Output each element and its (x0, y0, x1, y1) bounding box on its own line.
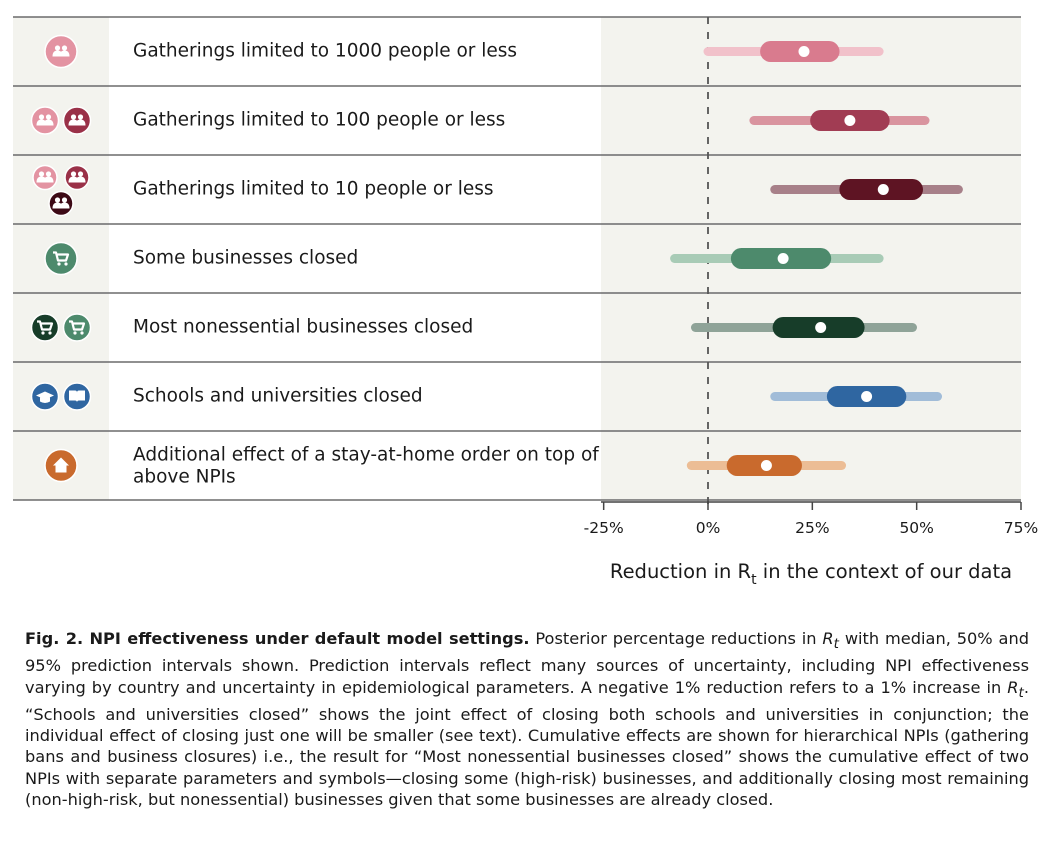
x-tick-label: 50% (899, 519, 933, 537)
person-head (61, 45, 68, 51)
shopping-cart-icon (62, 313, 92, 342)
shopping-cart-icon (44, 241, 78, 276)
icon-circle (30, 313, 60, 342)
caption-rt-1: Rt (822, 629, 839, 653)
chart-svg: Gatherings limited to 1000 people or les… (13, 16, 1038, 588)
people-icon (30, 106, 60, 135)
x-tick-label: 0% (696, 519, 721, 537)
icon-circle (44, 241, 78, 276)
row-label: Gatherings limited to 10 people or less (133, 179, 494, 200)
caption-text-3: . “Schools and universities closed” show… (25, 677, 1029, 809)
npi-row: Most nonessential businesses closed (133, 317, 917, 338)
caption-text-2: with median, 50% and 95% prediction inte… (25, 629, 1030, 697)
person-body (75, 176, 86, 183)
cart-wheel (41, 331, 45, 335)
house-icon (44, 448, 78, 483)
person-head (77, 114, 84, 120)
figure-caption: Fig. 2. NPI effectiveness under default … (25, 628, 1029, 810)
people-icon (32, 164, 58, 191)
median-point (760, 460, 772, 471)
icon-circle (48, 190, 74, 217)
person-head (61, 197, 68, 203)
icon-circle (62, 106, 92, 135)
book-page (69, 390, 77, 403)
person-head (45, 171, 52, 177)
people-icon (48, 190, 74, 217)
person-body (59, 202, 70, 209)
x-tick-label: -25% (584, 519, 624, 537)
caption-text-1: Posterior percentage reductions in (529, 629, 823, 648)
row-label: Most nonessential businesses closed (133, 317, 473, 338)
person-head (54, 45, 61, 51)
npi-row: Additional effect of a stay-at-home orde… (133, 445, 847, 488)
cart-wheel (57, 262, 61, 266)
cart-basket (37, 320, 54, 331)
row-label: Some businesses closed (133, 248, 358, 269)
row-label: Gatherings limited to 1000 people or les… (133, 41, 517, 62)
person-head (77, 171, 84, 177)
person-body (43, 176, 54, 183)
npi-row: Gatherings limited to 1000 people or les… (133, 41, 884, 62)
person-head (54, 197, 61, 203)
cart-basket (69, 320, 86, 331)
person-body (75, 119, 86, 126)
median-point (798, 46, 810, 57)
x-tick-label: 75% (1004, 519, 1038, 537)
median-point (815, 322, 827, 333)
person-head (45, 114, 52, 120)
cart-wheel (80, 331, 84, 335)
book-page (77, 390, 85, 403)
cart-wheel (73, 331, 77, 335)
row-label: Schools and universities closed (133, 386, 423, 407)
people-icon (44, 34, 78, 69)
shopping-cart-icon (30, 313, 60, 342)
icon-circle (62, 313, 92, 342)
npi-row: Some businesses closed (133, 248, 884, 269)
cap-base (40, 397, 50, 403)
person-head (70, 114, 77, 120)
median-point (844, 115, 856, 126)
caption-title: Fig. 2. NPI effectiveness under default … (25, 629, 530, 648)
npi-row: Schools and universities closed (133, 386, 943, 407)
cart-wheel (48, 331, 52, 335)
median-point (861, 391, 873, 402)
icon-circle (30, 106, 60, 135)
book-icon (62, 382, 92, 411)
npi-forest-chart: Gatherings limited to 1000 people or les… (13, 16, 1038, 588)
person-head (38, 114, 45, 120)
row-label: Additional effect of a stay-at-home orde… (133, 445, 599, 488)
median-point (777, 253, 789, 264)
person-body (59, 50, 70, 57)
npi-row: Gatherings limited to 10 people or less (133, 179, 963, 200)
icon-circle (32, 164, 58, 191)
house-shape (53, 457, 69, 473)
icon-circle (64, 164, 90, 191)
row-label: Gatherings limited to 100 people or less (133, 110, 505, 131)
people-icon (62, 106, 92, 135)
caption-rt-2: Rt (1007, 677, 1024, 701)
median-point (877, 184, 889, 195)
person-body (43, 119, 54, 126)
people-icon (64, 164, 90, 191)
person-head (38, 171, 45, 177)
cart-basket (53, 251, 70, 262)
graduation-cap-icon (30, 382, 60, 411)
npi-row: Gatherings limited to 100 people or less (133, 110, 930, 131)
cart-wheel (64, 262, 68, 266)
person-head (70, 171, 77, 177)
x-tick-label: 25% (795, 519, 829, 537)
x-axis-title: Reduction in Rt in the context of our da… (610, 560, 1012, 588)
icon-circle (44, 34, 78, 69)
